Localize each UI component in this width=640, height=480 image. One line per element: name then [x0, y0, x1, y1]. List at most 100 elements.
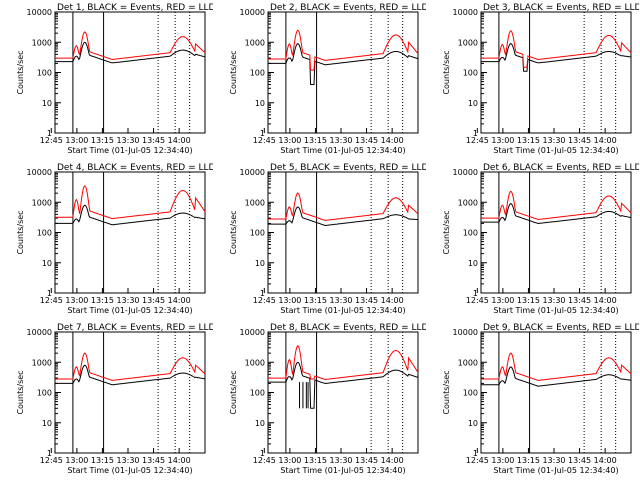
chart-title: Det 7, BLACK = Events, RED = LLD [57, 323, 213, 333]
x-tick-label: 12:45 [466, 296, 489, 305]
y-tick-label: 100 [37, 229, 52, 238]
y-tick-label: 1 [473, 129, 478, 138]
y-tick-label: 100 [463, 229, 478, 238]
y-axis-label: Counts/sec [16, 210, 25, 254]
lld-series-line [55, 352, 206, 381]
events-series-line [481, 366, 632, 387]
x-tick-label: 13:45 [568, 456, 591, 465]
lld-series-line [481, 29, 632, 68]
y-tick-label: 100 [37, 69, 52, 78]
y-tick-label: 1000 [245, 358, 265, 367]
x-axis-label: Start Time (01-Jul-05 12:34:40) [67, 146, 192, 155]
x-tick-label: 13:00 [278, 456, 301, 465]
x-tick-label: 13:00 [65, 296, 88, 305]
x-tick-label: 13:30 [542, 296, 565, 305]
y-tick-label: 1000 [245, 38, 265, 47]
plot-frame [267, 171, 419, 294]
x-tick-label: 13:45 [142, 296, 165, 305]
events-series-line [481, 203, 632, 225]
y-tick-label: 100 [250, 229, 265, 238]
y-tick-label: 10 [468, 419, 478, 428]
y-tick-label: 10000 [453, 328, 478, 337]
y-tick-label: 10000 [27, 168, 52, 177]
x-axis-label: Start Time (01-Jul-05 12:34:40) [493, 146, 618, 155]
events-series-line [481, 43, 632, 72]
lld-series-line [481, 352, 632, 381]
detector-chart: Det 9, BLACK = Events, RED = LLD 1 10 100 10… [442, 323, 639, 475]
y-axis-label: Counts/sec [16, 370, 25, 414]
x-tick-label: 13:15 [517, 456, 540, 465]
y-tick-label: 100 [250, 69, 265, 78]
y-axis-label: Counts/sec [229, 210, 238, 254]
detector-chart: Det 7, BLACK = Events, RED = LLD 1 10 100 10… [16, 323, 213, 475]
detector-chart: Det 6, BLACK = Events, RED = LLD 1 10 100 10… [442, 163, 639, 315]
events-series-line [55, 364, 206, 386]
x-tick-label: 13:15 [91, 296, 114, 305]
y-tick-label: 100 [463, 69, 478, 78]
y-tick-label: 1 [473, 449, 478, 458]
y-tick-label: 1000 [32, 358, 52, 367]
y-tick-label: 10 [255, 259, 265, 268]
x-tick-label: 13:45 [355, 456, 378, 465]
detector-chart: Det 1, BLACK = Events, RED = LLD 1 10 100 10… [16, 3, 213, 155]
x-tick-label: 13:45 [568, 136, 591, 145]
plot-frame [480, 11, 632, 134]
x-axis-label: Start Time (01-Jul-05 12:34:40) [493, 466, 618, 475]
x-axis-label: Start Time (01-Jul-05 12:34:40) [280, 466, 405, 475]
x-tick-label: 13:30 [116, 296, 139, 305]
x-tick-label: 13:30 [116, 456, 139, 465]
y-tick-label: 10 [42, 419, 52, 428]
x-tick-label: 12:45 [253, 456, 276, 465]
y-tick-label: 10000 [240, 328, 265, 337]
x-tick-label: 13:45 [355, 296, 378, 305]
y-tick-label: 1000 [245, 198, 265, 207]
y-tick-label: 1 [47, 449, 52, 458]
y-tick-label: 1000 [32, 38, 52, 47]
lld-series-line [268, 345, 419, 381]
x-tick-label: 13:00 [278, 136, 301, 145]
x-tick-label: 13:15 [304, 136, 327, 145]
x-tick-label: 13:30 [116, 136, 139, 145]
y-tick-label: 1 [473, 289, 478, 298]
y-tick-label: 1000 [458, 198, 478, 207]
x-axis-label: Start Time (01-Jul-05 12:34:40) [493, 306, 618, 315]
x-tick-label: 13:00 [491, 136, 514, 145]
y-tick-label: 10 [255, 419, 265, 428]
detector-chart: Det 8, BLACK = Events, RED = LLD 1 10 100 10… [229, 323, 426, 475]
chart-title: Det 4, BLACK = Events, RED = LLD [57, 163, 213, 173]
chart-title: Det 9, BLACK = Events, RED = LLD [483, 323, 639, 333]
x-tick-label: 13:30 [542, 136, 565, 145]
y-axis-label: Counts/sec [442, 370, 451, 414]
x-tick-label: 14:00 [168, 456, 191, 465]
x-tick-label: 13:00 [491, 296, 514, 305]
x-axis-label: Start Time (01-Jul-05 12:34:40) [280, 146, 405, 155]
x-tick-label: 12:45 [466, 456, 489, 465]
chart-title: Det 3, BLACK = Events, RED = LLD [483, 3, 639, 13]
y-axis-label: Counts/sec [229, 370, 238, 414]
chart-title: Det 5, BLACK = Events, RED = LLD [270, 163, 426, 173]
lld-series-line [268, 192, 419, 221]
lld-series-line [55, 31, 206, 61]
x-tick-label: 12:45 [253, 136, 276, 145]
y-tick-label: 10000 [27, 8, 52, 17]
y-axis-label: Counts/sec [16, 50, 25, 94]
x-tick-label: 13:45 [142, 136, 165, 145]
chart-title: Det 8, BLACK = Events, RED = LLD [270, 323, 426, 333]
y-tick-label: 1 [260, 289, 265, 298]
detector-chart: Det 3, BLACK = Events, RED = LLD 1 10 100 10… [442, 3, 639, 155]
x-tick-label: 12:45 [40, 296, 63, 305]
detector-chart: Det 4, BLACK = Events, RED = LLD 1 10 100 10… [16, 163, 213, 315]
x-tick-label: 13:30 [542, 456, 565, 465]
lld-series-line [481, 190, 632, 221]
y-tick-label: 1000 [458, 38, 478, 47]
x-tick-label: 13:45 [355, 136, 378, 145]
y-tick-label: 10000 [240, 168, 265, 177]
x-axis-label: Start Time (01-Jul-05 12:34:40) [67, 306, 192, 315]
y-tick-label: 10 [255, 99, 265, 108]
x-tick-label: 13:00 [65, 136, 88, 145]
x-axis-label: Start Time (01-Jul-05 12:34:40) [67, 466, 192, 475]
lld-series-line [268, 29, 419, 71]
events-series-line [268, 42, 419, 85]
x-tick-label: 13:15 [304, 296, 327, 305]
